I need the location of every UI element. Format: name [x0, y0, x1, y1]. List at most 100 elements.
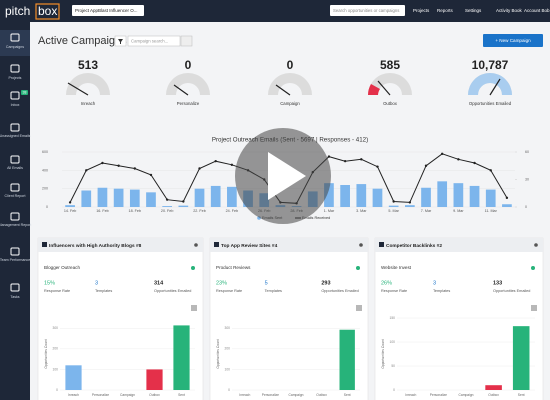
sidebar-icon[interactable]	[10, 33, 20, 42]
line-point	[165, 198, 169, 201]
card-header-icon	[214, 242, 219, 247]
campaign-search-placeholder[interactable]: Campaign search...	[131, 39, 168, 44]
sidebar-label[interactable]: Management Report	[0, 223, 31, 227]
stat-value: 133	[493, 280, 502, 286]
bar	[437, 181, 448, 207]
project-select[interactable]	[72, 5, 144, 16]
bar	[340, 185, 350, 207]
line-point	[230, 163, 234, 167]
sidebar-icon[interactable]	[10, 183, 20, 192]
gauge-value: 585	[380, 58, 400, 72]
y-tick-label: 0	[46, 205, 48, 209]
y-tick-label: 100	[224, 367, 230, 371]
sidebar-label[interactable]: Unassigned Emails	[0, 134, 31, 138]
sidebar-label[interactable]: Inbox	[11, 103, 20, 107]
line-point	[489, 169, 492, 172]
y2-tick-label: 0	[525, 205, 527, 209]
sidebar-icon[interactable]	[10, 247, 20, 256]
nav-link[interactable]: Projects	[413, 8, 430, 13]
sidebar-label[interactable]: Campaigns	[6, 45, 24, 49]
status-dot	[356, 266, 360, 270]
y2-tick-label: 30	[525, 177, 529, 181]
card-title[interactable]: Top App Review Sites #4	[221, 243, 278, 249]
x-tick-label: Campaign	[120, 393, 135, 397]
stat-value: 5	[265, 280, 268, 286]
sidebar	[0, 22, 30, 400]
sidebar-icon[interactable]	[10, 91, 20, 100]
campaign-search[interactable]	[127, 35, 181, 47]
stat-label: Response Rate	[381, 289, 407, 293]
sidebar-icon[interactable]	[10, 123, 20, 132]
card-header-icon	[379, 242, 384, 247]
bar	[404, 205, 415, 207]
sidebar-icon[interactable]	[10, 64, 20, 73]
line-point	[505, 196, 509, 200]
y-tick-label: 200	[42, 187, 48, 191]
sidebar-label[interactable]: Client Report	[5, 194, 26, 198]
bar	[356, 184, 367, 207]
gauge-label: Opportunities Emailed	[469, 101, 512, 106]
play-icon[interactable]	[268, 152, 306, 200]
bar	[162, 206, 173, 207]
card-title[interactable]: Influencers with High Authority Blogs #8	[49, 243, 142, 249]
nav-link[interactable]: Account Bob	[524, 8, 550, 13]
sidebar-label[interactable]: Projects	[9, 76, 22, 80]
x-tick-label: Campaign	[458, 393, 473, 397]
x-tick-label: Campaign	[288, 393, 303, 397]
line-point	[85, 169, 88, 172]
card-pin[interactable]	[359, 243, 363, 247]
project-select-text[interactable]: Project AppBlast Influencer O...	[75, 8, 138, 13]
card-pin[interactable]	[534, 243, 538, 247]
y-tick-label: 150	[389, 316, 395, 320]
gauge-arc	[268, 73, 312, 95]
page-title: Active Campaigns	[38, 35, 127, 47]
gauge-needle	[173, 84, 189, 96]
line-point	[424, 164, 428, 167]
stat-value: 26%	[381, 280, 392, 286]
bar	[210, 185, 221, 207]
x-tick-label: Outbox	[149, 393, 160, 397]
x-tick-label: Outbox	[316, 393, 327, 397]
bar	[97, 187, 108, 207]
bar	[194, 188, 205, 207]
chart-menu[interactable]	[191, 305, 197, 311]
nav-link[interactable]: Settings	[465, 8, 482, 13]
line-point	[182, 200, 185, 203]
sidebar-label[interactable]: Tasks	[10, 295, 19, 299]
gauge-arc	[66, 73, 110, 95]
new-campaign-text[interactable]: + New Campaign	[495, 38, 531, 43]
gauge-value: 513	[78, 58, 98, 72]
card-subtitle: Blogger Outreach	[44, 265, 80, 270]
search-box[interactable]	[330, 5, 405, 16]
chart-menu[interactable]	[356, 305, 362, 311]
stat-label: Opportunities Emailed	[493, 289, 530, 293]
chart-menu[interactable]	[531, 305, 537, 311]
x-tick-label: Sent	[518, 393, 525, 397]
x-tick-label: 22. Feb	[193, 209, 206, 213]
search-button[interactable]	[180, 35, 193, 47]
gauge-fill	[368, 84, 380, 95]
nav-link[interactable]: Reports	[437, 8, 454, 13]
x-tick-label: 24. Feb	[226, 209, 239, 213]
new-campaign-button[interactable]	[483, 34, 543, 47]
sidebar-icon[interactable]	[10, 283, 20, 292]
sidebar-icon[interactable]	[10, 155, 20, 164]
legend-label: Emails Received	[302, 216, 330, 220]
card-pin[interactable]	[194, 243, 198, 247]
card-title[interactable]: Competitor Backlinks #2	[386, 243, 442, 249]
sidebar-icon[interactable]	[10, 212, 20, 221]
y-tick-label: 50	[391, 364, 395, 368]
line-point	[149, 173, 153, 177]
status-dot	[191, 266, 195, 270]
sidebar-label[interactable]: Team Performance	[0, 258, 30, 262]
y-axis-label: Opportunities Count	[216, 339, 220, 368]
nav-link[interactable]: Activity Book	[496, 8, 523, 13]
search-placeholder[interactable]: Search opportunities or campaigns	[333, 8, 399, 13]
x-tick-label: Inreach	[239, 393, 250, 397]
gauge-arc	[166, 73, 210, 95]
bar	[502, 204, 512, 207]
line-point	[68, 201, 72, 204]
sidebar-label[interactable]: All Emails	[7, 166, 23, 170]
stat-value: 15%	[44, 280, 55, 286]
